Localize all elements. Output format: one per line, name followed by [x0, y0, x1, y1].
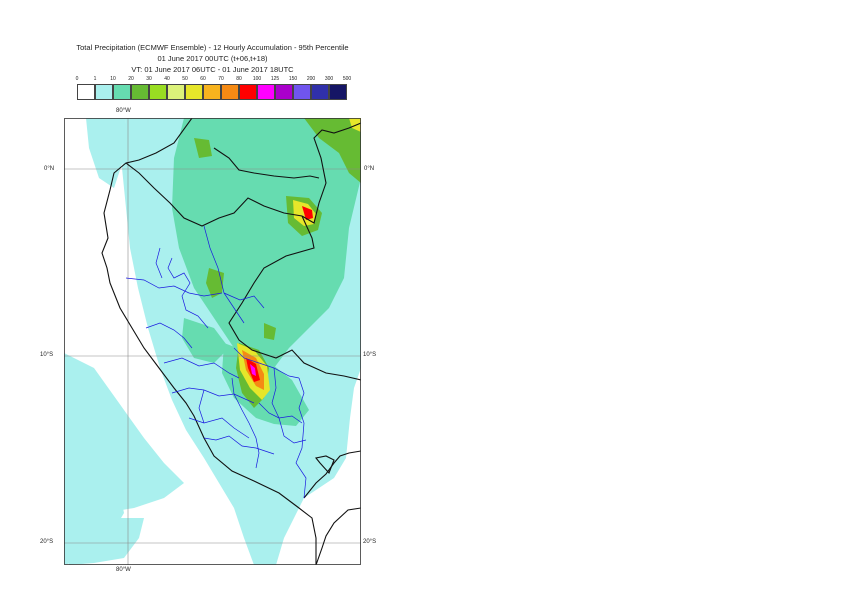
region-borders [125, 225, 307, 499]
colorbar-swatch [293, 84, 311, 100]
colorbar-level-label: 30 [146, 76, 152, 82]
colorbar-level-label: 125 [270, 76, 280, 82]
colorbar-level-label: 200 [306, 76, 316, 82]
colorbar-swatch [329, 84, 347, 100]
colorbar-swatch [203, 84, 221, 100]
colorbar-level-label: 0 [75, 76, 79, 82]
colorbar-swatch [113, 84, 131, 100]
colorbar-swatch [257, 84, 275, 100]
colorbar-level-label: 1 [93, 76, 97, 82]
colorbar-level-label: 150 [288, 76, 298, 82]
title-line-3: VT: 01 June 2017 06UTC - 01 June 2017 18… [131, 65, 294, 74]
colorbar-level-label: 70 [218, 76, 224, 82]
lat-label-right-0: 0°N [364, 166, 375, 172]
colorbar-level-label: 300 [324, 76, 334, 82]
lon-label-bottom: 80°W [116, 567, 131, 573]
lat-label-right-20s: 20°S [363, 539, 377, 545]
map-frame [64, 118, 361, 565]
colorbar-level-label: 10 [110, 76, 116, 82]
lat-label-left-0: 0°N [44, 166, 55, 172]
precipitation-map [64, 118, 361, 565]
lat-label-left-10s: 10°S [40, 352, 54, 358]
colorbar-swatch [149, 84, 167, 100]
lat-label-right-10s: 10°S [363, 352, 377, 358]
colorbar-swatch [221, 84, 239, 100]
colorbar-level-label: 100 [252, 76, 262, 82]
colorbar-swatch [185, 84, 203, 100]
precip-intense-cores [237, 118, 361, 400]
colorbar-level-label: 80 [236, 76, 242, 82]
title-line-1: Total Precipitation (ECMWF Ensemble) - 1… [76, 43, 349, 52]
colorbar-level-label: 60 [200, 76, 206, 82]
lat-label-left-20s: 20°S [40, 539, 54, 545]
map-svg [64, 118, 361, 565]
colorbar-level-label: 50 [182, 76, 188, 82]
colorbar-swatch [239, 84, 257, 100]
colorbar-swatch [311, 84, 329, 100]
colorbar-swatch [95, 84, 113, 100]
colorbar-level-label: 500 [342, 76, 352, 82]
country-borders [101, 118, 361, 565]
colorbar-level-label: 20 [128, 76, 134, 82]
colorbar-level-label: 40 [164, 76, 170, 82]
graticule [64, 118, 361, 565]
colorbar-swatch [275, 84, 293, 100]
title-line-2: 01 June 2017 00UTC (t+06,t+18) [157, 54, 268, 63]
lon-label-top: 80°W [116, 108, 131, 114]
colorbar-swatch [77, 84, 95, 100]
colorbar-swatch [167, 84, 185, 100]
colorbar-swatch [131, 84, 149, 100]
